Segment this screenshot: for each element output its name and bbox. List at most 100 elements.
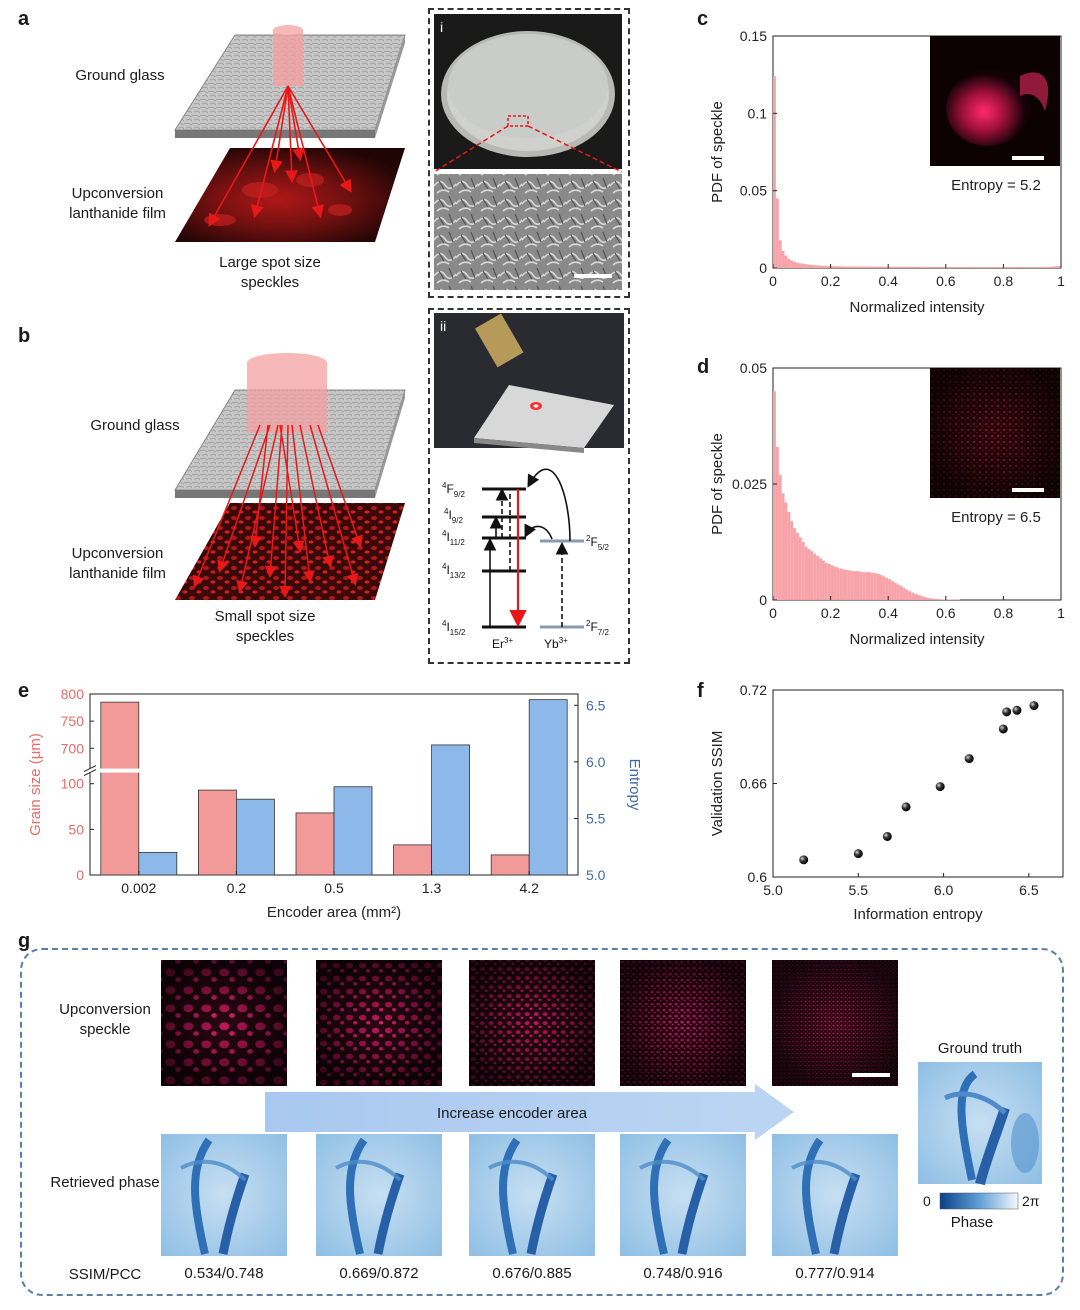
histogram-bar [868, 266, 871, 268]
histogram-bar [965, 267, 969, 268]
histogram-bar [775, 198, 779, 268]
speckle-inset-c [930, 36, 1060, 166]
histogram-bar [893, 266, 897, 268]
entropy-bar [431, 744, 471, 876]
metric-label: SSIM/PCC [68, 1266, 142, 1283]
histogram-bar [773, 391, 776, 600]
histogram-bar [836, 266, 840, 268]
histogram-bar [925, 597, 929, 600]
histogram-bar [862, 572, 866, 600]
histogram-bar [971, 267, 975, 268]
scatter-point [1012, 705, 1022, 715]
x-axis-label: Encoder area (mm²) [267, 904, 401, 921]
histogram-bar [827, 563, 831, 600]
histogram-bar [994, 267, 998, 268]
axis-break-mark [83, 769, 97, 777]
x-tick-label: 0.8 [994, 273, 1014, 289]
histogram-bar [790, 260, 794, 268]
panel-a-diagram [174, 25, 406, 242]
histogram-bar [790, 521, 794, 600]
y-axis-label: PDF of speckle [709, 101, 726, 203]
histogram-bar [796, 532, 799, 600]
x-tick-label: 4.2 [519, 880, 539, 896]
ground-truth-label: Ground truth [938, 1040, 1022, 1057]
histogram-bar [991, 267, 995, 268]
histogram-bar [833, 566, 837, 600]
grain-size-bar [197, 789, 237, 876]
arrow-text: Increase encoder area [437, 1105, 588, 1122]
histogram-bar [796, 262, 799, 268]
histogram-bar [925, 266, 929, 268]
left-y-tick-label: 750 [61, 713, 85, 729]
histogram-bar [945, 267, 949, 268]
histogram-bar [787, 258, 791, 268]
histogram-bar [821, 560, 825, 600]
histogram-bar [919, 266, 923, 268]
upconversion-film-a [175, 148, 405, 242]
scatter-point [853, 849, 863, 859]
histogram-bar [1043, 267, 1047, 268]
y-tick-label: 0.15 [740, 28, 767, 44]
histogram-bar [1049, 266, 1053, 268]
x-tick-label: 6.5 [1019, 882, 1039, 898]
histogram-bar [914, 593, 917, 600]
speckle-vignette [620, 960, 746, 1086]
speckle-vignette [316, 960, 442, 1086]
chart-c: 0 0.2 0.4 0.6 0.8 1 0 0.05 0.1 0.15 Normalized int… [709, 28, 1065, 316]
retrieved-phase-image [469, 1134, 595, 1256]
plot-frame [772, 689, 1064, 878]
histogram-bar [804, 264, 808, 268]
panel-a-film-label: Upconversion lanthanide film [69, 185, 166, 222]
y-axis-label: Validation SSIM [709, 731, 726, 837]
histogram-bar [773, 76, 776, 268]
scale-bar-speckle [852, 1073, 890, 1077]
sem-image [434, 174, 622, 290]
histogram-bar [865, 572, 869, 600]
retrieved-phase-image [772, 1134, 898, 1256]
er-ion-label: Er3+ [492, 636, 513, 651]
histogram-bar [873, 573, 877, 600]
retrieved-phase-image [316, 1134, 442, 1256]
phase-colorbar [939, 1192, 1019, 1210]
x-tick-label: 0.2 [227, 880, 247, 896]
left-y-tick-label: 800 [61, 686, 85, 702]
left-y-tick-label: 50 [68, 821, 84, 837]
histogram-bar [787, 511, 791, 600]
histogram-bar [902, 266, 906, 268]
histogram-bar [896, 584, 900, 600]
x-tick-label: 0 [769, 605, 777, 621]
histogram-bar [885, 266, 889, 268]
speckle-inset-d [930, 368, 1060, 498]
histogram-bar [850, 570, 854, 600]
scatter-point [1002, 707, 1012, 717]
scatter-point [799, 855, 809, 865]
histogram-bar [1014, 267, 1018, 268]
panel-b-film-label: Upconversion lanthanide film [69, 545, 166, 582]
histogram-bar [798, 263, 802, 268]
entropy-label: Entropy = 5.2 [951, 177, 1041, 194]
histogram-bar [908, 266, 912, 268]
histogram-bar [801, 542, 805, 600]
panel-b-photo-frame [428, 308, 630, 664]
y-tick-label: 0.6 [748, 869, 768, 885]
histogram-bar [859, 266, 863, 268]
scatter-point [901, 802, 911, 812]
y-axis-label: PDF of speckle [709, 433, 726, 535]
histogram-bar [813, 265, 817, 268]
histogram-bar [1058, 266, 1061, 268]
panel-label-a: a [18, 8, 30, 30]
x-tick-label: 1.3 [422, 880, 442, 896]
histogram-bar [842, 266, 845, 268]
histogram-bar [807, 264, 811, 268]
histogram-bar [784, 255, 788, 268]
panel-b-photos: ii 4F9/2 4I9/2 4I11/2 4I13/2 4I15/2 2F5/… [434, 313, 624, 651]
histogram-bar [917, 594, 920, 600]
entropy-bar [138, 851, 178, 876]
histogram-bar [876, 266, 880, 268]
scatter-point [998, 724, 1008, 734]
histogram-bar [1012, 267, 1015, 268]
level-2F7-2: 2F7/2 [586, 619, 609, 637]
left-y-tick-label: 700 [61, 740, 85, 756]
histogram-bar [813, 553, 817, 600]
entropy-label: Entropy = 6.5 [951, 509, 1041, 526]
